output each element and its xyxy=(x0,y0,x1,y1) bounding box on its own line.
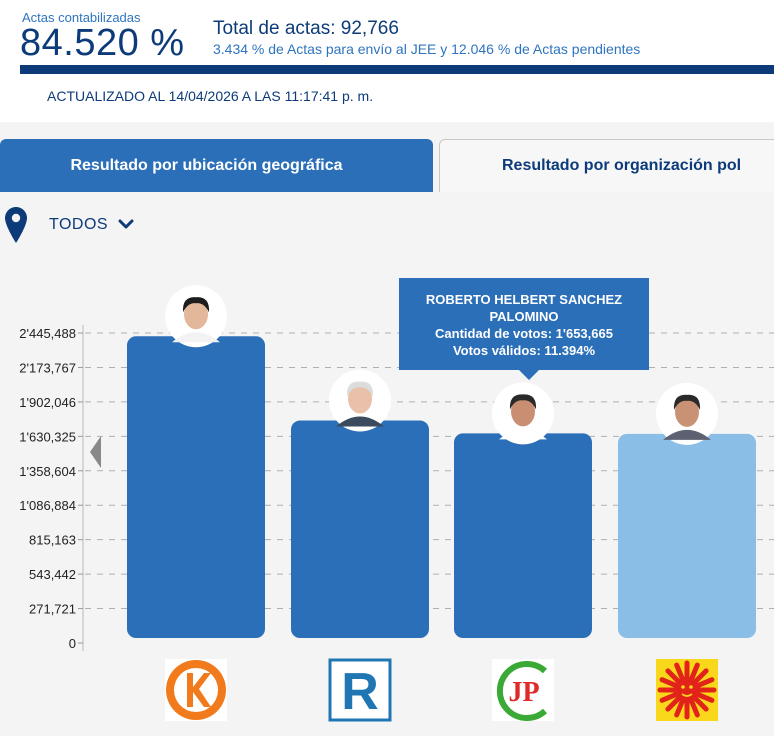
candidate-avatar xyxy=(336,381,384,427)
chevron-down-icon xyxy=(118,219,134,229)
actas-progress-bar xyxy=(20,65,774,74)
actas-label: Actas contabilizadas xyxy=(22,10,141,25)
party-logo-r-icon: R xyxy=(328,658,392,722)
candidate-avatar xyxy=(172,297,220,343)
y-tick-label: 1'902,046 xyxy=(19,395,76,410)
bar-candidate-2 xyxy=(291,420,429,638)
map-pin-icon xyxy=(5,207,27,243)
y-tick-label: 1'086,884 xyxy=(19,498,76,513)
y-tick-label: 0 xyxy=(69,636,76,651)
tooltip-candidate-name: ROBERTO HELBERT SANCHEZ PALOMINO xyxy=(425,292,623,324)
filter-value: TODOS xyxy=(49,216,109,233)
tab-organization[interactable]: Resultado por organización pol xyxy=(439,139,774,192)
actas-progress-fill xyxy=(20,65,658,74)
header: Actas contabilizadas 84.520 % Total de a… xyxy=(0,0,774,122)
tooltip-valid-pct: Votos válidos: 11.394% xyxy=(452,343,596,358)
svg-text:R: R xyxy=(341,663,379,721)
tooltip-arrow xyxy=(519,370,539,380)
bar-candidate-3 xyxy=(454,433,592,638)
bar-candidate-4 xyxy=(618,433,756,638)
party-logo-jp-icon: JP xyxy=(492,659,554,721)
updated-timestamp: ACTUALIZADO AL 14/04/2026 A LAS 11:17:41… xyxy=(47,88,374,104)
candidate-avatar xyxy=(663,394,711,440)
y-tick-label: 815,163 xyxy=(29,533,76,548)
tooltip-votes: Cantidad de votos: 1'653,665 xyxy=(435,326,613,341)
y-tick-label: 543,442 xyxy=(29,567,76,582)
y-tick-label: 1'358,604 xyxy=(19,464,76,479)
svg-text:JP: JP xyxy=(508,677,539,708)
party-logo-sun-icon xyxy=(656,659,718,721)
y-tick-label: 2'445,488 xyxy=(19,326,76,341)
candidate-tooltip: ROBERTO HELBERT SANCHEZ PALOMINO Cantida… xyxy=(399,278,649,370)
candidate-avatar xyxy=(499,394,547,440)
party-logo-k-icon xyxy=(165,659,227,721)
bar-candidate-1 xyxy=(127,336,265,638)
tab-geographic[interactable]: Resultado por ubicación geográfica xyxy=(0,139,433,192)
y-tick-label: 2'173,767 xyxy=(19,360,76,375)
y-tick-label: 271,721 xyxy=(29,602,76,617)
location-filter[interactable]: TODOS xyxy=(5,207,134,243)
total-actas: Total de actas: 92,766 xyxy=(213,18,399,39)
y-tick-label: 1'630,325 xyxy=(19,429,76,444)
actas-percentage: 84.520 % xyxy=(20,22,185,64)
actas-subtotal: 3.434 % de Actas para envío al JEE y 12.… xyxy=(213,41,641,57)
scroll-left-arrow-icon xyxy=(90,436,101,468)
